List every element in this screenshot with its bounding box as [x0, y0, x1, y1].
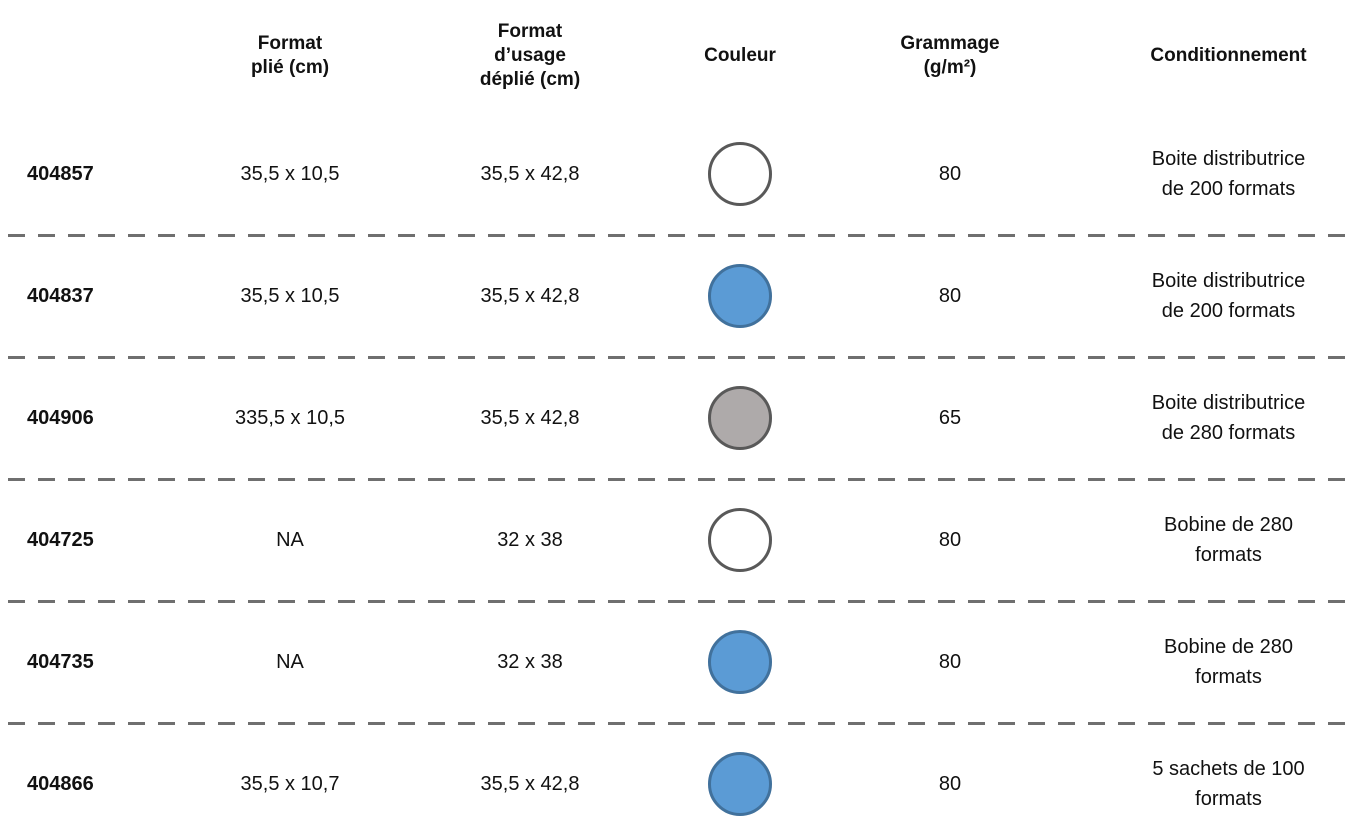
header-format-plie: Format plié (cm) — [250, 33, 330, 78]
reference-cell: 404725 — [27, 529, 94, 551]
row-divider — [8, 356, 1354, 359]
format-usage-cell: 32 x 38 — [497, 651, 563, 673]
couleur-cell — [650, 484, 830, 596]
conditionnement-cell: Boite distributrice de 280 formats — [1151, 392, 1306, 444]
couleur-cell — [650, 728, 830, 840]
grammage-cell: 80 — [938, 163, 962, 185]
format-plie-cell: 335,5 x 10,5 — [234, 407, 346, 429]
format-plie-cell: 35,5 x 10,5 — [240, 163, 340, 185]
format-usage-cell: 35,5 x 42,8 — [480, 285, 580, 307]
couleur-cell — [650, 118, 830, 230]
format-plie-cell: 35,5 x 10,5 — [240, 285, 340, 307]
format-usage-cell: 35,5 x 42,8 — [480, 163, 580, 185]
table-row: 404857 35,5 x 10,5 35,5 x 42,8 80 Boite … — [0, 118, 1357, 230]
format-plie-cell: 35,5 x 10,7 — [240, 773, 340, 795]
grammage-cell: 80 — [938, 773, 962, 795]
format-usage-cell: 32 x 38 — [497, 529, 563, 551]
format-usage-cell: 35,5 x 42,8 — [480, 407, 580, 429]
table-row: 404866 35,5 x 10,7 35,5 x 42,8 80 5 sach… — [0, 728, 1357, 840]
table-row: 404906 335,5 x 10,5 35,5 x 42,8 65 Boite… — [0, 362, 1357, 474]
row-divider — [8, 234, 1354, 237]
couleur-cell — [650, 240, 830, 352]
color-swatch — [708, 386, 772, 450]
reference-cell: 404866 — [27, 773, 94, 795]
table-row: 404735 NA 32 x 38 80 Bobine de 280 forma… — [0, 606, 1357, 718]
row-divider — [8, 478, 1354, 481]
row-divider — [8, 722, 1354, 725]
format-plie-cell: NA — [276, 529, 304, 551]
table-row: 404837 35,5 x 10,5 35,5 x 42,8 80 Boite … — [0, 240, 1357, 352]
reference-cell: 404837 — [27, 285, 94, 307]
row-divider — [8, 600, 1354, 603]
header-format-usage: Format d’usage déplié (cm) — [479, 21, 581, 90]
color-swatch — [708, 630, 772, 694]
color-swatch — [708, 508, 772, 572]
conditionnement-cell: Bobine de 280 formats — [1163, 514, 1293, 566]
color-swatch — [708, 264, 772, 328]
header-couleur: Couleur — [704, 45, 776, 66]
conditionnement-cell: Boite distributrice de 200 formats — [1151, 270, 1306, 322]
color-swatch — [708, 142, 772, 206]
reference-cell: 404906 — [27, 407, 94, 429]
couleur-cell — [650, 362, 830, 474]
table-row: 404725 NA 32 x 38 80 Bobine de 280 forma… — [0, 484, 1357, 596]
couleur-cell — [650, 606, 830, 718]
conditionnement-cell: Boite distributrice de 200 formats — [1151, 148, 1306, 200]
grammage-cell: 80 — [938, 529, 962, 551]
grammage-cell: 65 — [938, 407, 962, 429]
table-header: Format plié (cm) Format d’usage déplié (… — [0, 0, 1357, 118]
grammage-cell: 80 — [938, 285, 962, 307]
reference-cell: 404735 — [27, 651, 94, 673]
conditionnement-cell: 5 sachets de 100 formats — [1152, 758, 1305, 810]
header-conditionnement: Conditionnement — [1150, 45, 1307, 66]
conditionnement-cell: Bobine de 280 formats — [1163, 636, 1293, 688]
reference-cell: 404857 — [27, 163, 94, 185]
header-grammage: Grammage (g/m²) — [900, 33, 1000, 78]
format-plie-cell: NA — [276, 651, 304, 673]
grammage-cell: 80 — [938, 651, 962, 673]
color-swatch — [708, 752, 772, 816]
format-usage-cell: 35,5 x 42,8 — [480, 773, 580, 795]
